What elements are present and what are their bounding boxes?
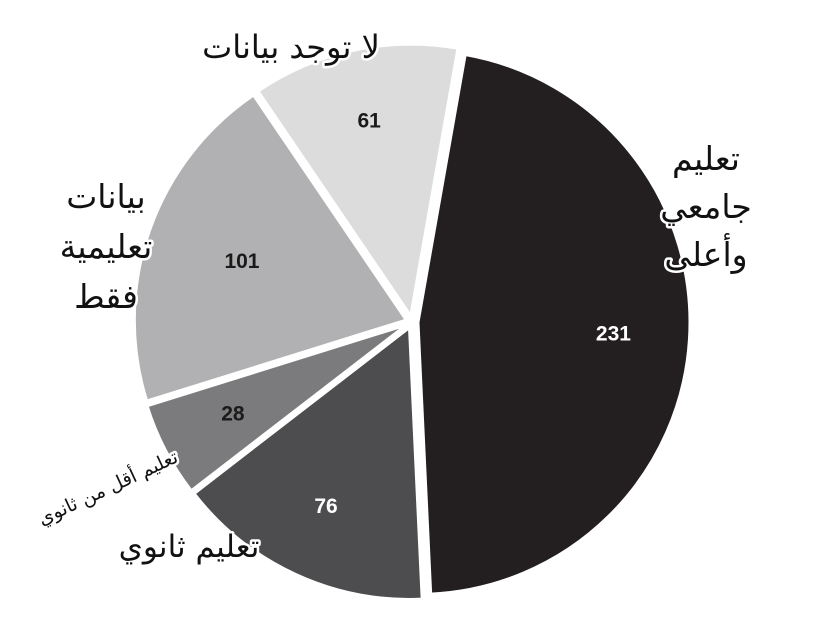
- slice-category-label: تعليم ثانوي: [119, 529, 260, 565]
- slice-category-label: لا توجد بيانات: [202, 28, 380, 66]
- pie-slice-4: [132, 92, 409, 403]
- slice-value-label: 28: [221, 403, 245, 426]
- slice-category-label: بيانات تعليمية فقط: [60, 177, 153, 316]
- pie-slice-3: [145, 323, 408, 493]
- slice-value-label: 61: [357, 110, 381, 133]
- slice-value-label: 231: [596, 322, 631, 345]
- slice-category-label: تعليم جامعي وأعلى: [660, 139, 752, 274]
- slice-category-label: تعليم أقل من ثانوي: [34, 444, 182, 530]
- pie-slices: [132, 42, 692, 601]
- pie-slice-1: [416, 52, 692, 596]
- slice-value-label: 101: [224, 250, 259, 273]
- slice-value-label: 76: [314, 495, 337, 518]
- pie-slice-2: [191, 324, 424, 601]
- pie-value-labels: 231 76 28 101 61: [221, 110, 631, 519]
- pie-slice-5: [255, 42, 460, 321]
